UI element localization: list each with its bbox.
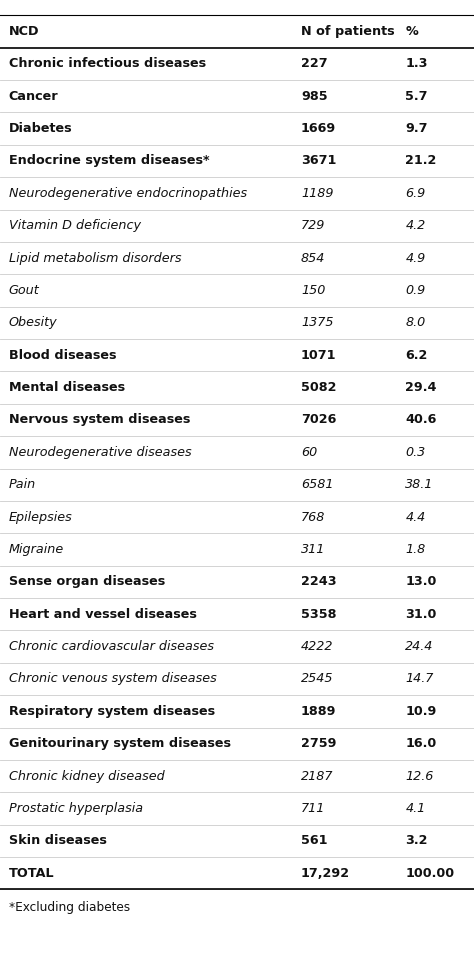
Text: 5.7: 5.7	[405, 90, 428, 103]
Text: Heart and vessel diseases: Heart and vessel diseases	[9, 607, 196, 621]
Text: Lipid metabolism disorders: Lipid metabolism disorders	[9, 251, 181, 265]
Text: 60: 60	[301, 446, 317, 458]
Text: 24.4: 24.4	[405, 640, 434, 653]
Text: Gout: Gout	[9, 284, 39, 297]
Text: 1071: 1071	[301, 349, 337, 362]
Text: 21.2: 21.2	[405, 155, 437, 167]
Text: 3671: 3671	[301, 155, 337, 167]
Text: 311: 311	[301, 543, 325, 556]
Text: TOTAL: TOTAL	[9, 867, 54, 880]
Text: 100.00: 100.00	[405, 867, 455, 880]
Text: 13.0: 13.0	[405, 575, 437, 588]
Text: 31.0: 31.0	[405, 607, 437, 621]
Text: Neurodegenerative diseases: Neurodegenerative diseases	[9, 446, 191, 458]
Text: Vitamin D deficiency: Vitamin D deficiency	[9, 220, 140, 232]
Text: Epilepsies: Epilepsies	[9, 511, 72, 523]
Text: Neurodegenerative endocrinopathies: Neurodegenerative endocrinopathies	[9, 187, 246, 200]
Text: 7026: 7026	[301, 414, 337, 427]
Text: 29.4: 29.4	[405, 381, 437, 394]
Text: 5082: 5082	[301, 381, 337, 394]
Text: 2187: 2187	[301, 770, 334, 782]
Text: 4.2: 4.2	[405, 220, 426, 232]
Text: N of patients: N of patients	[301, 25, 395, 38]
Text: Mental diseases: Mental diseases	[9, 381, 125, 394]
Text: 1375: 1375	[301, 316, 334, 329]
Text: 5358: 5358	[301, 607, 337, 621]
Text: 729: 729	[301, 220, 325, 232]
Text: 1189: 1189	[301, 187, 334, 200]
Text: Respiratory system diseases: Respiratory system diseases	[9, 705, 215, 718]
Text: 150: 150	[301, 284, 325, 297]
Text: 9.7: 9.7	[405, 122, 428, 135]
Text: 768: 768	[301, 511, 325, 523]
Text: Genitourinary system diseases: Genitourinary system diseases	[9, 737, 230, 751]
Text: 4.1: 4.1	[405, 802, 426, 815]
Text: 38.1: 38.1	[405, 478, 434, 491]
Text: 0.9: 0.9	[405, 284, 426, 297]
Text: Obesity: Obesity	[9, 316, 57, 329]
Text: Nervous system diseases: Nervous system diseases	[9, 414, 190, 427]
Text: Diabetes: Diabetes	[9, 122, 72, 135]
Text: 14.7: 14.7	[405, 672, 434, 686]
Text: 6581: 6581	[301, 478, 334, 491]
Text: 2243: 2243	[301, 575, 337, 588]
Text: Prostatic hyperplasia: Prostatic hyperplasia	[9, 802, 143, 815]
Text: %: %	[405, 25, 418, 38]
Text: Skin diseases: Skin diseases	[9, 835, 106, 847]
Text: 4.9: 4.9	[405, 251, 426, 265]
Text: Endocrine system diseases*: Endocrine system diseases*	[9, 155, 209, 167]
Text: Pain: Pain	[9, 478, 36, 491]
Text: 16.0: 16.0	[405, 737, 437, 751]
Text: Chronic cardiovascular diseases: Chronic cardiovascular diseases	[9, 640, 213, 653]
Text: Chronic venous system diseases: Chronic venous system diseases	[9, 672, 216, 686]
Text: Migraine: Migraine	[9, 543, 64, 556]
Text: 985: 985	[301, 90, 328, 103]
Text: 561: 561	[301, 835, 328, 847]
Text: 4.4: 4.4	[405, 511, 426, 523]
Text: 854: 854	[301, 251, 325, 265]
Text: Sense organ diseases: Sense organ diseases	[9, 575, 165, 588]
Text: *Excluding diabetes: *Excluding diabetes	[9, 901, 130, 914]
Text: Cancer: Cancer	[9, 90, 58, 103]
Text: 2759: 2759	[301, 737, 337, 751]
Text: 1.8: 1.8	[405, 543, 426, 556]
Text: 10.9: 10.9	[405, 705, 437, 718]
Text: 1889: 1889	[301, 705, 337, 718]
Text: Chronic infectious diseases: Chronic infectious diseases	[9, 57, 206, 71]
Text: 0.3: 0.3	[405, 446, 426, 458]
Text: 6.9: 6.9	[405, 187, 426, 200]
Text: 1.3: 1.3	[405, 57, 428, 71]
Text: Chronic kidney diseased: Chronic kidney diseased	[9, 770, 164, 782]
Text: 2545: 2545	[301, 672, 334, 686]
Text: 17,292: 17,292	[301, 867, 350, 880]
Text: 1669: 1669	[301, 122, 336, 135]
Text: 711: 711	[301, 802, 325, 815]
Text: 40.6: 40.6	[405, 414, 437, 427]
Text: 4222: 4222	[301, 640, 334, 653]
Text: 3.2: 3.2	[405, 835, 428, 847]
Text: Blood diseases: Blood diseases	[9, 349, 116, 362]
Text: 8.0: 8.0	[405, 316, 426, 329]
Text: 227: 227	[301, 57, 328, 71]
Text: NCD: NCD	[9, 25, 39, 38]
Text: 12.6: 12.6	[405, 770, 434, 782]
Text: 6.2: 6.2	[405, 349, 428, 362]
